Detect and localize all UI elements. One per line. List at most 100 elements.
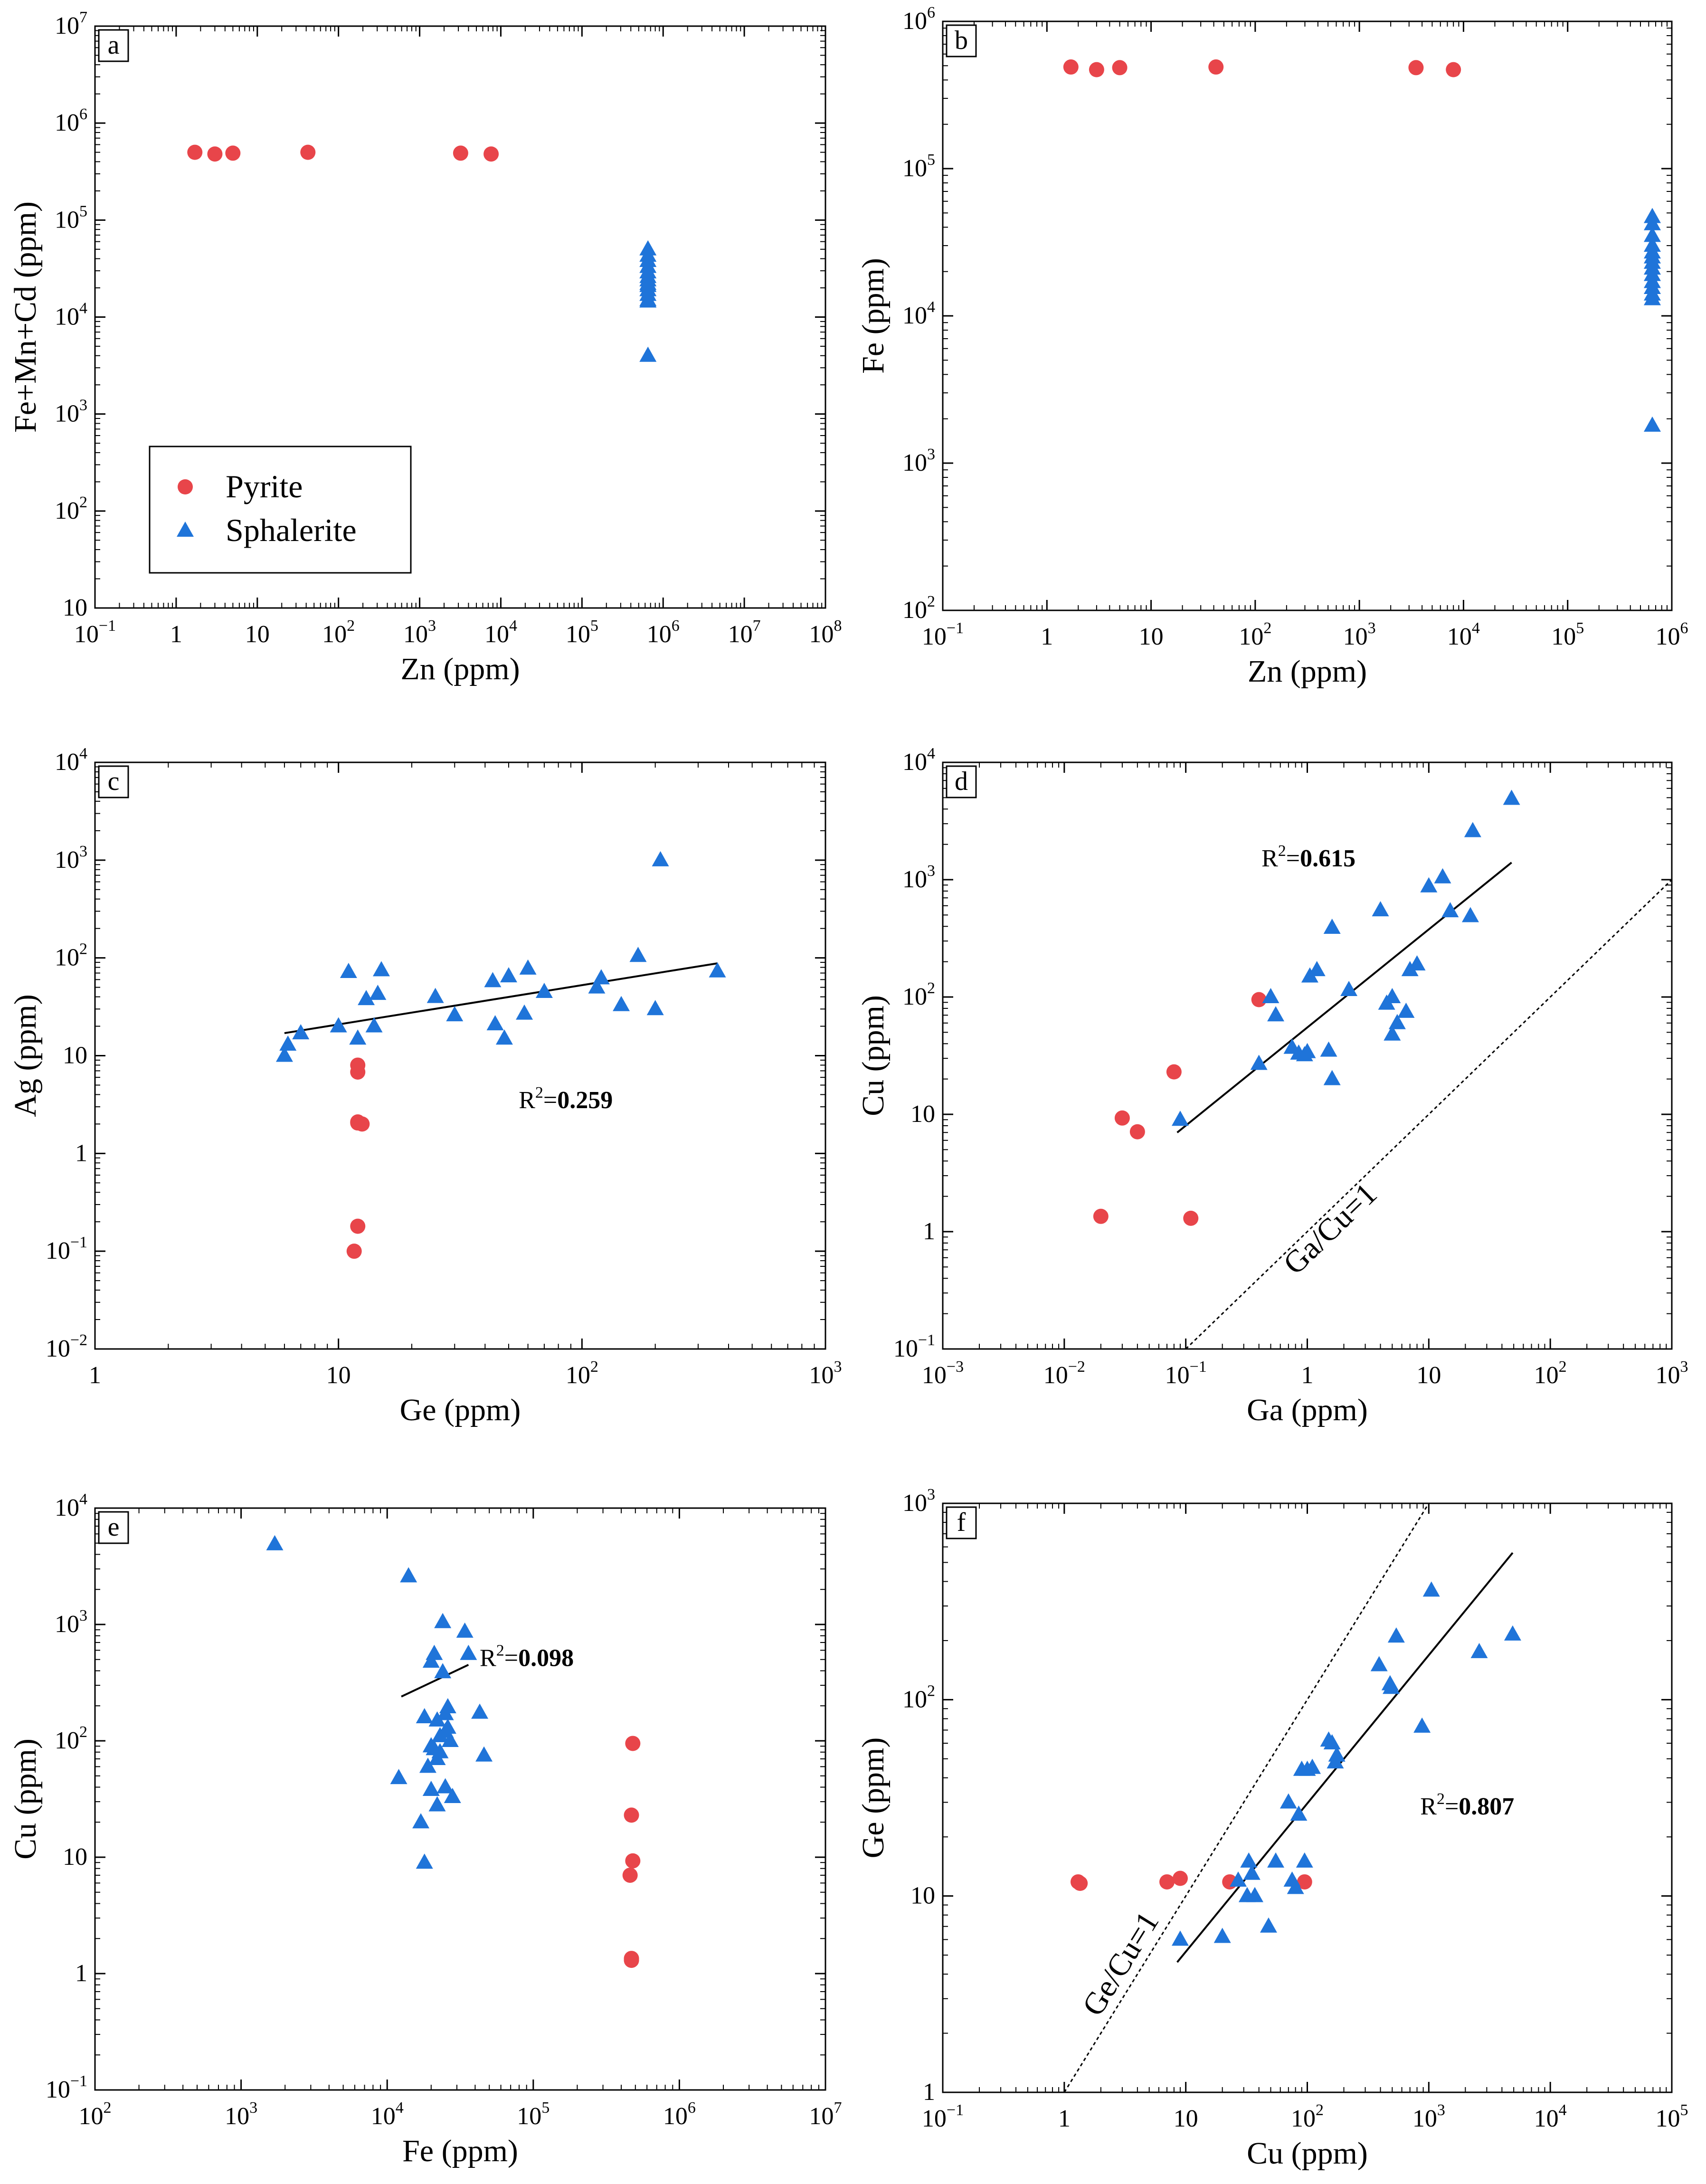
y-tick-label: 1: [923, 1218, 935, 1245]
sphalerite-point: [1384, 1025, 1401, 1041]
sphalerite-point: [460, 1644, 477, 1660]
sphalerite-point: [535, 983, 553, 998]
x-tick-label: 1: [1058, 2105, 1071, 2132]
panel-letter: d: [955, 767, 968, 796]
y-tick-label: 1: [75, 1139, 87, 1167]
sphalerite-point: [1296, 1852, 1313, 1868]
sphalerite-point: [613, 996, 630, 1011]
y-axis-title: Fe (ppm): [856, 258, 891, 374]
x-tick-label: 1: [89, 1362, 101, 1389]
plot-frame: [942, 1502, 1673, 2093]
pyrite-point: [624, 1807, 639, 1823]
pyrite-point: [1112, 60, 1128, 76]
pyrite-point: [1208, 59, 1224, 75]
plot-data: [1093, 789, 1672, 1349]
sphalerite-point: [428, 1749, 446, 1765]
reference-line: [1063, 1503, 1430, 2092]
y-tick-label: 106: [55, 105, 87, 136]
fit-line: [1176, 1552, 1514, 1963]
pyrite-point: [346, 1244, 362, 1259]
sphalerite-point: [1240, 1852, 1258, 1868]
x-tick-label: 103: [809, 1358, 842, 1389]
y-tick-label: 102: [55, 494, 87, 524]
y-tick-label: 10: [63, 1042, 87, 1069]
x-tick-label: 102: [1534, 1358, 1567, 1389]
pyrite-point: [354, 1116, 370, 1132]
y-tick-label: 102: [55, 1723, 87, 1754]
pyrite-point: [1159, 1874, 1175, 1890]
sphalerite-point: [1246, 1887, 1264, 1902]
sphalerite-point: [441, 1732, 459, 1747]
sphalerite-point: [709, 962, 726, 978]
sphalerite-point: [1250, 1054, 1268, 1070]
sphalerite-point: [1298, 1043, 1316, 1058]
panel-letter-box: [946, 24, 977, 57]
sphalerite-point: [340, 963, 357, 978]
sphalerite-point: [1267, 1006, 1285, 1022]
y-tick-label: 104: [902, 745, 935, 776]
x-tick-label: 10−1: [922, 2101, 964, 2132]
legend: Pyrite Sphalerite: [149, 446, 412, 574]
chart-panel-e: 102 103 104 105 106 107 10−1 1 10 102 103 104 Fe (pp…: [8, 1491, 842, 2168]
sphalerite-point: [592, 969, 610, 985]
pyrite-point: [1172, 1871, 1188, 1886]
panel-letter: a: [108, 30, 120, 60]
pyrite-point: [625, 1853, 641, 1869]
r-squared-annotation: R2=0.259: [519, 1084, 613, 1114]
pyrite-point: [1166, 1064, 1182, 1080]
sphalerite-point: [1464, 822, 1481, 837]
sphalerite-point: [475, 1746, 493, 1762]
sphalerite-point: [1441, 902, 1459, 918]
y-tick-label: 106: [902, 4, 935, 35]
pyrite-point: [1183, 1210, 1199, 1226]
sphalerite-point: [1308, 961, 1326, 977]
sphalerite-point: [652, 851, 669, 866]
sphalerite-point: [275, 1046, 293, 1062]
sphalerite-point: [495, 1029, 513, 1045]
sphalerite-point: [519, 959, 537, 975]
sphalerite-point: [639, 292, 657, 308]
y-tick-label: 10−2: [46, 1331, 87, 1362]
x-tick-label: 10−1: [74, 617, 116, 648]
r-squared-annotation: R2=0.807: [1420, 1790, 1514, 1820]
pyrite-point: [1114, 1110, 1130, 1126]
x-tick-label: 107: [728, 617, 761, 648]
sphalerite-point: [1171, 1930, 1189, 1946]
sphalerite-point: [588, 978, 606, 994]
y-tick-label: 102: [902, 593, 935, 624]
sphalerite-point: [446, 1006, 464, 1022]
chart-panel-c: 1 10 102 103 10−2 10−1 1 10 102 103 104 Ge (ppm) Ag …: [8, 745, 842, 1427]
sphalerite-point: [1267, 1852, 1285, 1868]
chart-panel-d: 10−3 10−2 10−1 1 10 102 103 10−1 1 10 102 103 104 Ga …: [856, 745, 1688, 1427]
sphalerite-point: [1388, 1014, 1406, 1029]
pyrite-point: [622, 1867, 638, 1883]
x-tick-label: 102: [322, 617, 355, 648]
x-tick-label: 104: [1534, 2101, 1567, 2132]
x-tick-label: 105: [1656, 2101, 1688, 2132]
x-axis-title: Zn (ppm): [1248, 654, 1367, 689]
fit-line: [401, 1664, 469, 1698]
plot-frame: [942, 20, 1673, 611]
panel-letter: b: [955, 26, 968, 55]
sphalerite-point: [1290, 1805, 1308, 1821]
x-tick-label: 103: [1343, 619, 1376, 650]
x-tick-label: 10−1: [1165, 1358, 1207, 1389]
panel-letter-box: [98, 29, 129, 62]
sphalerite-point: [416, 1853, 433, 1869]
pyrite-point: [1408, 60, 1424, 76]
y-tick-label: 103: [902, 446, 935, 476]
pyrite-point: [483, 146, 499, 162]
sphalerite-point: [416, 1708, 433, 1723]
pyrite-point: [300, 144, 316, 160]
sphalerite-point: [1372, 901, 1389, 917]
pyrite-point: [1446, 62, 1461, 77]
sphalerite-point: [1643, 215, 1661, 230]
panel-letter: c: [108, 767, 120, 796]
x-axis-title: Cu (ppm): [1247, 2136, 1368, 2171]
sphalerite-point: [422, 1780, 440, 1796]
panel-letter-box: [98, 1511, 129, 1544]
y-tick-label: 103: [55, 1607, 87, 1638]
r-squared-annotation: R2=0.615: [1261, 842, 1355, 872]
sphalerite-point: [1383, 1679, 1400, 1694]
